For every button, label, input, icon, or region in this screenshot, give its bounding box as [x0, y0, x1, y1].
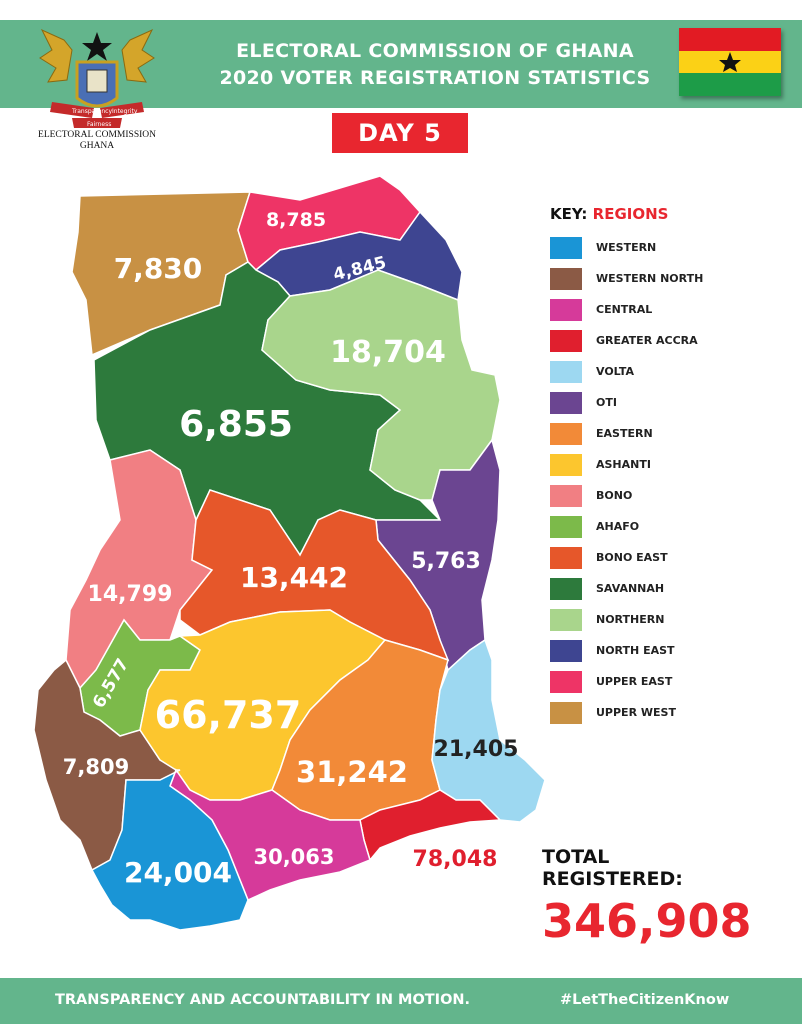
value-oti: 5,763 [411, 549, 481, 574]
legend-label: WESTERN [596, 241, 657, 254]
legend-label: SAVANNAH [596, 582, 665, 595]
black-star-icon [719, 52, 741, 72]
legend-label: EASTERN [596, 427, 653, 440]
legend-title: KEY: REGIONS [550, 205, 790, 223]
value-western-north: 7,809 [63, 755, 129, 779]
legend-swatch [550, 701, 582, 724]
logo-caption-line2: GHANA [79, 141, 115, 151]
legend-list: WESTERN WESTERN NORTH CENTRAL GREATER ACCRA… [550, 232, 790, 728]
legend-label: UPPER EAST [596, 675, 673, 688]
legend-item: CENTRAL [550, 294, 790, 325]
legend-swatch [550, 484, 582, 507]
value-greater-accra: 78,048 [413, 847, 498, 872]
legend-label: NORTH EAST [596, 644, 675, 657]
footer-band: TRANSPARENCY AND ACCOUNTABILITY IN MOTIO… [0, 978, 802, 1024]
legend-swatch [550, 670, 582, 693]
legend-title-prefix: KEY: [550, 205, 588, 223]
legend-swatch [550, 515, 582, 538]
legend-swatch [550, 639, 582, 662]
footer-hashtag: #LetTheCitizenKnow [560, 992, 730, 1008]
legend-label: CENTRAL [596, 303, 653, 316]
legend-label: UPPER WEST [596, 706, 676, 719]
legend-item: OTI [550, 387, 790, 418]
total-label-line2: REGISTERED: [542, 868, 683, 890]
legend-item: UPPER WEST [550, 697, 790, 728]
electoral-commission-logo: Transparency Integrity Fairness [22, 10, 172, 160]
value-volta: 21,405 [434, 737, 519, 762]
legend-label: OTI [596, 396, 617, 409]
legend-item: SAVANNAH [550, 573, 790, 604]
legend-item: NORTH EAST [550, 635, 790, 666]
legend-item: BONO EAST [550, 542, 790, 573]
legend-item: GREATER ACCRA [550, 325, 790, 356]
legend-item: WESTERN NORTH [550, 263, 790, 294]
legend-swatch [550, 236, 582, 259]
legend-label: NORTHERN [596, 613, 665, 626]
legend-item: BONO [550, 480, 790, 511]
legend-item: AHAFO [550, 511, 790, 542]
legend-swatch [550, 329, 582, 352]
legend-label: VOLTA [596, 365, 635, 378]
legend-item: WESTERN [550, 232, 790, 263]
value-savannah: 6,855 [179, 404, 293, 445]
legend-swatch [550, 391, 582, 414]
value-bono: 14,799 [88, 582, 173, 607]
legend-swatch [550, 546, 582, 569]
total-block: TOTAL REGISTERED: 346,908 [542, 846, 792, 948]
value-northern: 18,704 [330, 335, 446, 370]
logo-caption: ELECTORAL COMMISSION GHANA [22, 130, 172, 152]
logo-banner-right: Integrity [112, 108, 138, 115]
legend-item: EASTERN [550, 418, 790, 449]
value-ashanti: 66,737 [155, 693, 302, 737]
footer-tagline: TRANSPARENCY AND ACCOUNTABILITY IN MOTIO… [55, 992, 471, 1008]
total-label-line1: TOTAL [542, 846, 610, 868]
legend-label: WESTERN NORTH [596, 272, 704, 285]
legend-item: UPPER EAST [550, 666, 790, 697]
legend-swatch [550, 267, 582, 290]
value-bono-east: 13,442 [240, 561, 348, 594]
logo-banner-left: Transparency [71, 108, 112, 115]
legend-label: AHAFO [596, 520, 640, 533]
legend-swatch [550, 608, 582, 631]
total-label: TOTAL REGISTERED: [542, 846, 792, 890]
day-badge: DAY 5 [332, 113, 468, 153]
legend-item: VOLTA [550, 356, 790, 387]
value-central: 30,063 [253, 845, 334, 869]
legend-item: NORTHERN [550, 604, 790, 635]
map-legend: KEY: REGIONS WESTERN WESTERN NORTH CENTRAL… [550, 205, 790, 728]
page-title: ELECTORAL COMMISSION OF GHANA 2020 VOTER… [200, 38, 670, 92]
legend-label: BONO [596, 489, 633, 502]
region-volta [431, 638, 546, 823]
title-line1: ELECTORAL COMMISSION OF GHANA [236, 40, 634, 62]
legend-swatch [550, 577, 582, 600]
legend-swatch [550, 453, 582, 476]
legend-swatch [550, 298, 582, 321]
logo-caption-line1: ELECTORAL COMMISSION [38, 130, 156, 140]
value-western: 24,004 [124, 856, 232, 889]
legend-item: ASHANTI [550, 449, 790, 480]
value-upper-west: 7,830 [114, 252, 203, 285]
legend-swatch [550, 422, 582, 445]
value-eastern: 31,242 [296, 755, 408, 789]
legend-label: BONO EAST [596, 551, 668, 564]
legend-title-suffix: REGIONS [592, 205, 669, 223]
legend-label: ASHANTI [596, 458, 651, 471]
ghana-region-map: 7,830 8,785 4,845 18,704 6,855 5,763 14,… [33, 175, 546, 931]
region-western [90, 769, 249, 931]
ghana-flag [679, 28, 781, 96]
title-line2: 2020 VOTER REGISTRATION STATISTICS [219, 67, 651, 89]
legend-label: GREATER ACCRA [596, 334, 698, 347]
value-upper-east: 8,785 [266, 209, 326, 231]
total-value: 346,908 [542, 894, 752, 948]
logo-banner-bottom: Fairness [87, 121, 111, 128]
region-greater-accra [359, 789, 502, 862]
legend-swatch [550, 360, 582, 383]
